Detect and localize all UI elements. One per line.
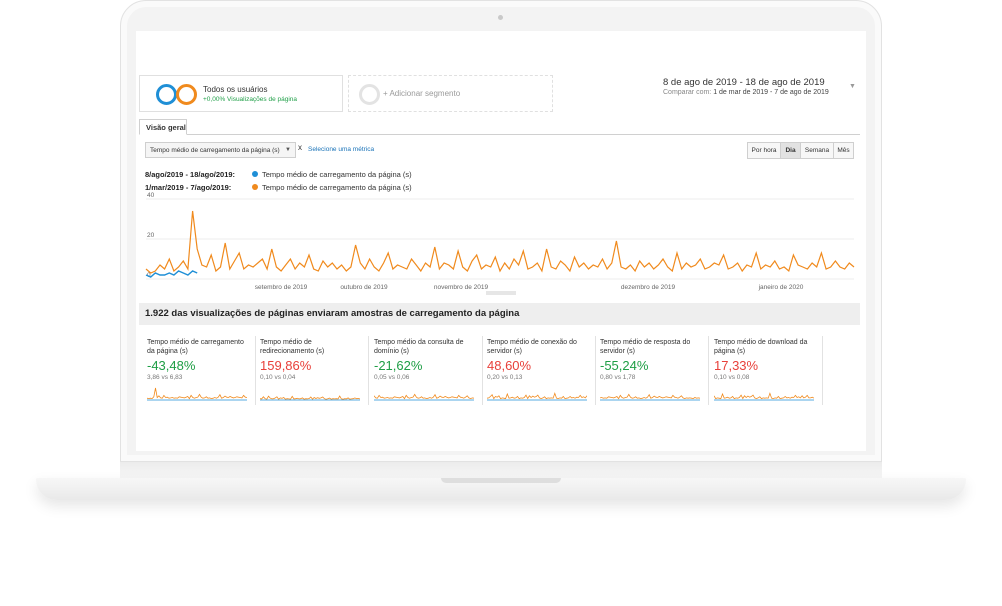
metric-title: Tempo médio de redirecionamento (s) <box>260 339 325 355</box>
metric-change: 17,33% <box>714 358 759 373</box>
metric-title: Tempo médio de conexão do servidor (s) <box>487 339 577 355</box>
laptop-base <box>36 478 966 500</box>
granularity-button-0[interactable]: Por hora <box>747 142 781 159</box>
sparkline-compare <box>714 392 814 400</box>
metric-sparkline <box>147 387 247 401</box>
chevron-down-icon[interactable]: ▼ <box>849 83 856 90</box>
analytics-screen: Todos os usuários +0,00% Visualizações d… <box>136 31 866 451</box>
metric-card[interactable]: Tempo médio de conexão do servidor (s) 48… <box>482 336 596 405</box>
legend-date-current: 8/ago/2019 - 18/ago/2019: <box>145 170 236 179</box>
sparkline-compare <box>487 392 587 400</box>
metric-select[interactable]: Tempo médio de carregamento da página (s… <box>145 142 296 158</box>
legend-dot-current <box>252 171 258 177</box>
metric-title: Tempo médio de carregamento da página (s… <box>147 339 244 355</box>
y-tick-label: 40 <box>147 192 155 199</box>
sparkline-compare <box>147 387 247 400</box>
chevron-down-icon: ▼ <box>285 147 291 153</box>
sparkline-compare <box>260 395 360 400</box>
sparkline-compare <box>374 393 474 400</box>
metric-change: -43,48% <box>147 358 196 373</box>
segment-ring-blue <box>156 84 177 105</box>
metric-select-value: Tempo médio de carregamento da página (s… <box>150 147 280 154</box>
metric-sparkline <box>487 392 587 401</box>
legend-label-compare: Tempo médio de carregamento da página (s… <box>262 183 412 192</box>
metric-comparison: 0,10 vs 0,08 <box>714 374 750 381</box>
metric-title: Tempo médio da consulta de domínio (s) <box>374 339 464 355</box>
tab-bar <box>139 134 860 135</box>
metric-title: Tempo médio de resposta do servidor (s) <box>600 339 691 355</box>
line-chart: 40 20 0 setembro de 2019 outubro de 2019 nove… <box>145 192 855 295</box>
granularity-button-3[interactable]: Mês <box>833 142 854 159</box>
remove-metric-button[interactable]: x <box>298 143 302 152</box>
laptop-notch <box>441 478 561 483</box>
granularity-button-2[interactable]: Semana <box>800 142 834 159</box>
add-segment-label: + Adicionar segmento <box>383 89 461 98</box>
metric-card[interactable]: Tempo médio da consulta de domínio (s) -2… <box>369 336 483 405</box>
metric-card[interactable]: Tempo médio de resposta do servidor (s) -… <box>595 336 709 405</box>
metric-card[interactable]: Tempo médio de download da página (s) 17,… <box>709 336 823 405</box>
x-tick-label: janeiro de 2020 <box>758 284 804 291</box>
metric-change: 48,60% <box>487 358 532 373</box>
laptop-hinge <box>120 462 882 478</box>
metric-title: Tempo médio de download da página (s) <box>714 339 808 355</box>
add-segment-icon <box>359 84 380 105</box>
metric-sparkline <box>260 395 360 401</box>
camera-icon <box>498 15 503 20</box>
x-tick-label: novembro de 2019 <box>434 284 489 291</box>
chart-resize-handle[interactable] <box>486 291 516 295</box>
metric-comparison: 0,05 vs 0,06 <box>374 374 410 381</box>
summary-title: 1.922 das visualizações de páginas envia… <box>139 303 860 325</box>
metric-sparkline <box>374 393 474 401</box>
tab-overview[interactable]: Visão geral <box>139 119 187 135</box>
granularity-button-1[interactable]: Dia <box>780 142 801 159</box>
compare-range: Comparar com: 1 de mar de 2019 - 7 de ag… <box>663 89 829 96</box>
legend-date-compare: 1/mar/2019 - 7/ago/2019: <box>145 183 232 192</box>
metric-sparkline <box>714 392 814 401</box>
metric-change: -21,62% <box>374 358 423 373</box>
x-tick-label: outubro de 2019 <box>340 284 388 291</box>
date-range-picker[interactable]: 8 de ago de 2019 - 18 de ago de 2019 <box>663 77 825 88</box>
metric-card[interactable]: Tempo médio de carregamento da página (s… <box>142 336 256 405</box>
segment-title: Todos os usuários <box>203 85 268 94</box>
metric-change: 159,86% <box>260 358 312 373</box>
metric-comparison: 0,20 vs 0,13 <box>487 374 523 381</box>
compare-range-value: 1 de mar de 2019 - 7 de ago de 2019 <box>713 89 829 96</box>
series-line-1 <box>145 270 198 278</box>
legend-dot-compare <box>252 184 258 190</box>
metric-comparison: 3,86 vs 6,83 <box>147 374 183 381</box>
metric-comparison: 0,10 vs 0,04 <box>260 374 296 381</box>
metric-sparkline <box>600 393 700 401</box>
x-tick-label: dezembro de 2019 <box>621 284 676 291</box>
x-tick-label: setembro de 2019 <box>255 284 308 291</box>
metric-change: -55,24% <box>600 358 649 373</box>
metric-comparison: 0,80 vs 1,78 <box>600 374 636 381</box>
series-line-0 <box>145 210 855 274</box>
segment-all-users[interactable]: Todos os usuários +0,00% Visualizações d… <box>139 75 343 112</box>
metric-card[interactable]: Tempo médio de redirecionamento (s) 159,8… <box>255 336 369 405</box>
y-tick-label: 0 <box>147 272 151 279</box>
legend-label-current: Tempo médio de carregamento da página (s… <box>262 170 412 179</box>
segment-ring-orange <box>176 84 197 105</box>
y-tick-label: 20 <box>147 232 155 239</box>
select-metric-link[interactable]: Selecione uma métrica <box>308 146 375 153</box>
add-segment-button[interactable]: + Adicionar segmento <box>348 75 553 112</box>
segment-subtitle: +0,00% Visualizações de página <box>203 96 298 103</box>
sparkline-compare <box>600 393 700 400</box>
compare-prefix: Comparar com: <box>663 89 712 96</box>
